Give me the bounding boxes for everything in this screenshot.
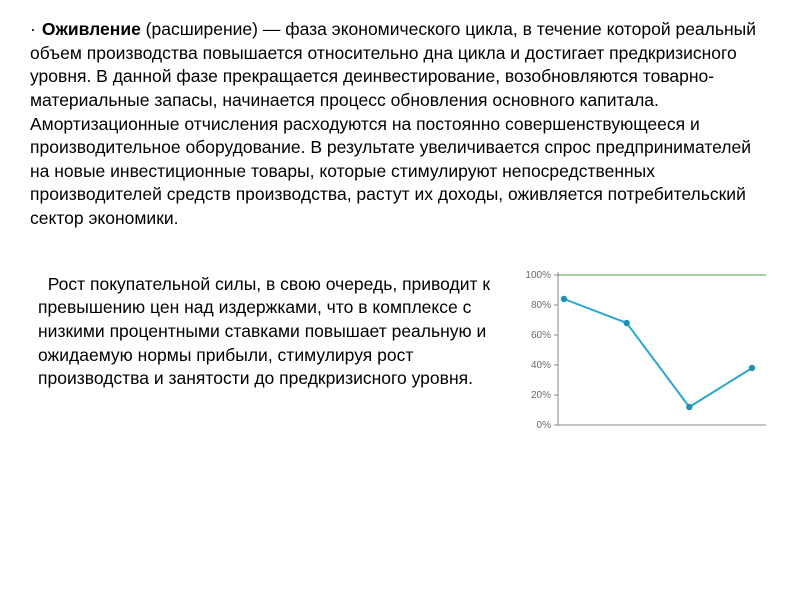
paragraph-1: ·Оживление (расширение) — фаза экономиче… xyxy=(30,18,770,231)
paragraph-1-block: ·Оживление (расширение) — фаза экономиче… xyxy=(30,18,770,231)
svg-text:60%: 60% xyxy=(531,330,551,341)
svg-text:100%: 100% xyxy=(525,270,551,281)
bullet: · xyxy=(30,19,42,39)
paragraph-1-rest: (расширение) — фаза экономического цикла… xyxy=(30,19,756,228)
svg-text:40%: 40% xyxy=(531,360,551,371)
svg-text:20%: 20% xyxy=(531,390,551,401)
term-bold: Оживление xyxy=(42,19,141,39)
svg-text:0%: 0% xyxy=(537,420,552,431)
line-chart: 0% 20% 40% 60% 80% 100% xyxy=(510,265,770,445)
svg-text:80%: 80% xyxy=(531,300,551,311)
paragraph-2: Рост покупательной силы, в свою очередь,… xyxy=(30,273,510,391)
paragraph-2-text: Рост покупательной силы, в свою очередь,… xyxy=(38,274,490,389)
line-chart-svg: 0% 20% 40% 60% 80% 100% xyxy=(510,265,770,445)
